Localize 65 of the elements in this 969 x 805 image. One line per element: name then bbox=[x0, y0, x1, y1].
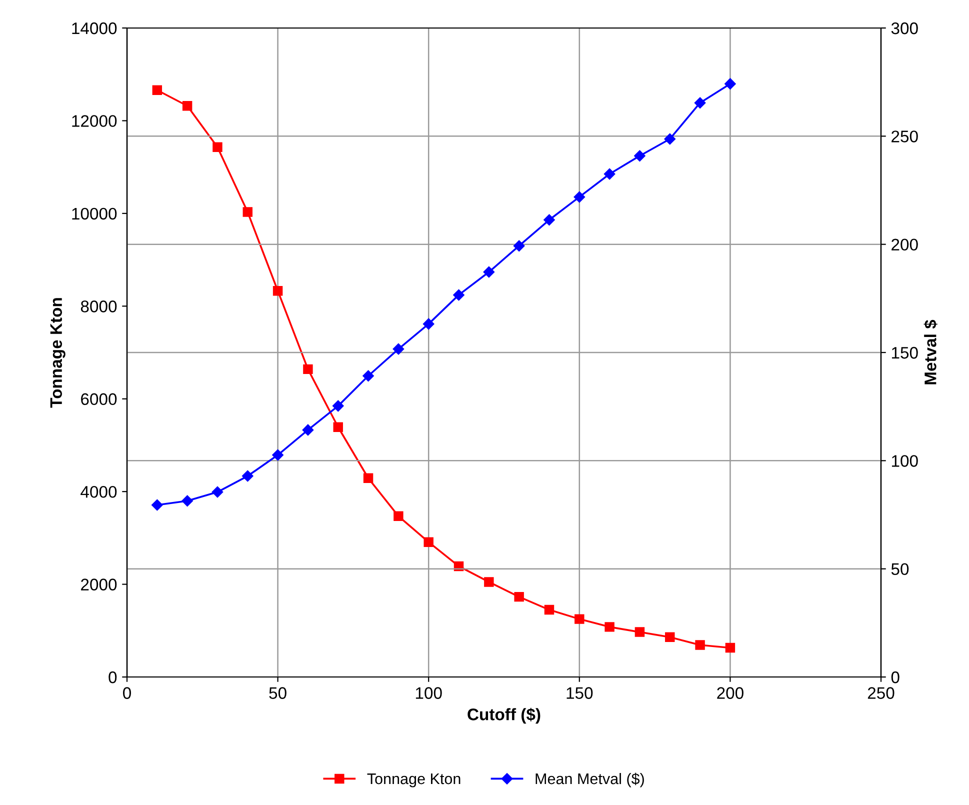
y-tick-label: 4000 bbox=[80, 486, 117, 498]
y2-tick-label: 0 bbox=[891, 671, 900, 684]
point bbox=[394, 511, 404, 521]
point bbox=[513, 240, 525, 252]
y-tick-label: 12000 bbox=[72, 115, 117, 127]
point bbox=[212, 142, 222, 152]
point bbox=[544, 604, 554, 615]
x-tick-label: 50 bbox=[269, 687, 286, 699]
legend-label: Tonnage Kton bbox=[367, 774, 460, 788]
point bbox=[392, 343, 404, 355]
point bbox=[212, 486, 224, 498]
y-tick-label: 10000 bbox=[72, 208, 117, 220]
legend-label: Mean Metval ($) bbox=[536, 772, 644, 788]
y2-tick-label: 250 bbox=[892, 130, 918, 142]
point bbox=[303, 364, 313, 374]
point bbox=[725, 642, 736, 653]
x-tick-label: 100 bbox=[416, 687, 442, 699]
y-tick-label: 6000 bbox=[81, 393, 117, 406]
point bbox=[634, 627, 645, 637]
x-axis-title: Cutoff ($) bbox=[468, 708, 540, 724]
point bbox=[664, 133, 676, 145]
point bbox=[724, 78, 736, 90]
point bbox=[574, 614, 584, 624]
point bbox=[514, 592, 524, 602]
point bbox=[694, 97, 706, 108]
point bbox=[424, 537, 434, 547]
point bbox=[544, 214, 555, 226]
point bbox=[574, 191, 586, 203]
y2-tick-label: 100 bbox=[892, 455, 918, 467]
point bbox=[242, 207, 252, 217]
point bbox=[182, 495, 193, 507]
point bbox=[242, 470, 254, 482]
point bbox=[484, 577, 494, 587]
point bbox=[152, 85, 162, 95]
y-tick-label: 14000 bbox=[72, 22, 117, 34]
point bbox=[483, 266, 495, 278]
y2-tick-label: 300 bbox=[891, 22, 918, 34]
y2-axis-title: Metval $ bbox=[924, 320, 938, 384]
point bbox=[453, 289, 464, 301]
x-tick-label: 200 bbox=[717, 687, 744, 699]
point bbox=[634, 150, 646, 162]
point bbox=[182, 101, 192, 111]
y-axis-title: Tonnage Kton bbox=[50, 298, 66, 408]
x-tick-label: 0 bbox=[123, 687, 131, 699]
point bbox=[272, 449, 284, 461]
y2-tick-label: 150 bbox=[892, 346, 918, 359]
point bbox=[604, 168, 616, 180]
x-tick-label: 250 bbox=[868, 687, 894, 699]
y2-tick-label: 50 bbox=[891, 563, 909, 576]
point bbox=[332, 400, 344, 412]
y-tick-label: 8000 bbox=[80, 300, 117, 312]
point bbox=[665, 632, 675, 642]
y-tick-label: 0 bbox=[108, 671, 117, 684]
point bbox=[362, 370, 374, 382]
y2-tick-label: 200 bbox=[892, 238, 918, 251]
point bbox=[604, 622, 614, 632]
point bbox=[152, 499, 163, 511]
point bbox=[363, 473, 374, 483]
point bbox=[302, 424, 314, 436]
point bbox=[422, 318, 434, 330]
x-tick-label: 150 bbox=[566, 687, 593, 699]
point bbox=[333, 422, 343, 432]
y-tick-label: 2000 bbox=[81, 578, 117, 590]
point bbox=[695, 640, 705, 650]
point bbox=[272, 286, 283, 296]
